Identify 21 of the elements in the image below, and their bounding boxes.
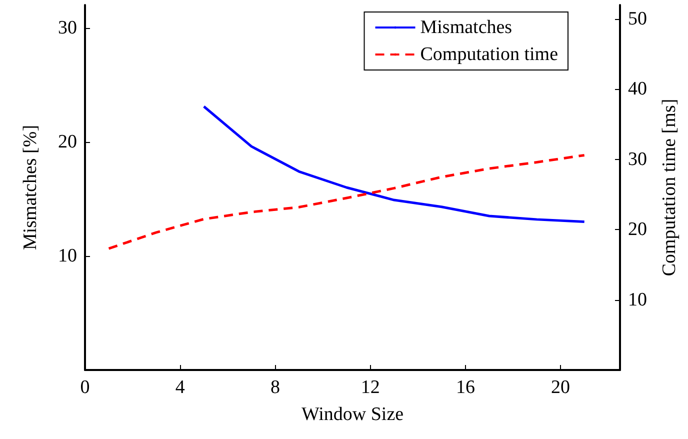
y2-tick-label: 10 — [628, 289, 647, 310]
line-series — [108, 154, 586, 250]
x-tick-label: 0 — [80, 377, 90, 398]
line-series — [202, 105, 586, 223]
x-tick-label: 16 — [456, 377, 475, 398]
y-tick-label: 30 — [58, 17, 77, 38]
x-tick-label: 20 — [551, 377, 570, 398]
x-tick-label: 8 — [270, 377, 280, 398]
y2-tick-label: 20 — [628, 219, 647, 240]
x-tick-label: 4 — [175, 377, 186, 398]
y2-tick-label: 40 — [628, 78, 647, 100]
y2-tick-label: 50 — [628, 8, 647, 30]
y2-tick-label: 30 — [628, 148, 647, 170]
y2-axis-title: Computation time [ms] — [659, 98, 680, 276]
y-tick-label: 10 — [58, 245, 77, 266]
legend-label: Mismatches — [420, 17, 512, 38]
x-tick-label: 12 — [360, 377, 380, 398]
legend-label: Computation time — [420, 44, 558, 65]
x-axis-title: Window Size — [301, 404, 404, 425]
y-tick-label: 20 — [58, 131, 77, 152]
y-axis-title: Mismatches [%] — [20, 124, 41, 250]
